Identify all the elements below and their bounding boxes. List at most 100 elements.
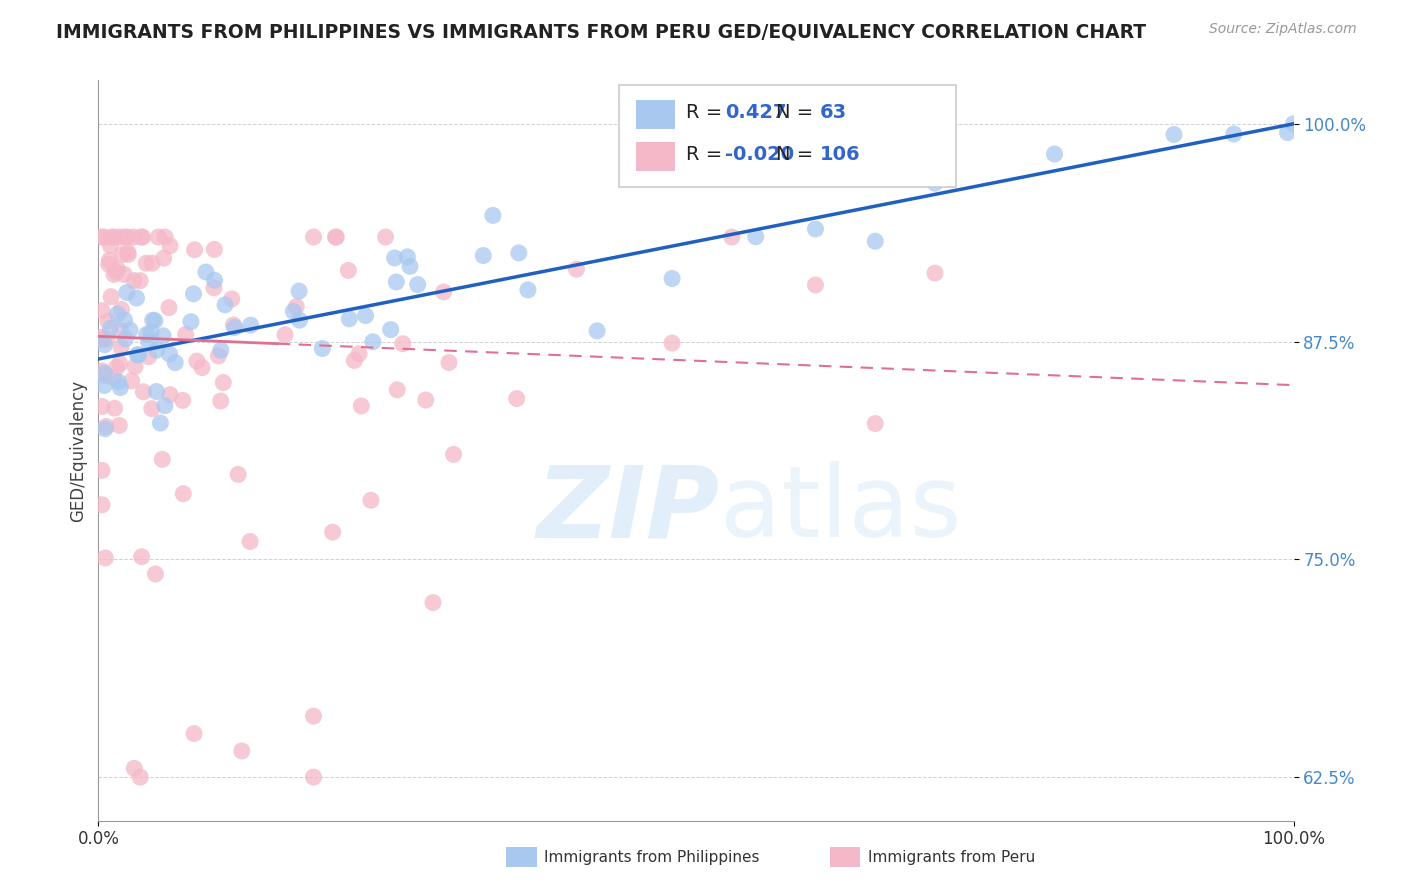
Point (93, 378, 115, 392)
Point (288, 284, 311, 298)
Point (322, 525, 344, 540)
Point (159, 387, 181, 401)
Point (110, 340, 132, 354)
Point (96, 419, 118, 434)
Point (1277, 126, 1299, 140)
Point (172, 393, 194, 408)
Point (285, 300, 308, 314)
Point (157, 301, 180, 315)
Point (115, 230, 138, 244)
Point (165, 356, 187, 370)
Point (98, 253, 121, 268)
Point (110, 324, 132, 338)
Point (172, 487, 194, 501)
Point (148, 230, 170, 244)
Point (337, 311, 360, 326)
Point (97, 314, 120, 328)
Point (125, 291, 148, 305)
Point (661, 271, 683, 285)
Point (129, 770, 152, 784)
Text: Source: ZipAtlas.com: Source: ZipAtlas.com (1209, 22, 1357, 37)
Point (121, 374, 143, 388)
Text: ZIP: ZIP (537, 461, 720, 558)
Point (183, 726, 205, 740)
Point (399, 260, 422, 274)
Point (103, 230, 125, 244)
Point (100, 321, 122, 335)
Point (239, 318, 262, 332)
Point (114, 313, 136, 327)
Point (354, 309, 377, 323)
Point (385, 275, 408, 289)
Point (302, 770, 325, 784)
Point (143, 313, 166, 327)
Point (721, 230, 744, 244)
Point (128, 348, 150, 362)
Point (565, 262, 588, 277)
Point (111, 247, 134, 261)
Point (443, 447, 465, 461)
Point (93, 337, 115, 351)
Text: IMMIGRANTS FROM PHILIPPINES VS IMMIGRANTS FROM PERU GED/EQUIVALENCY CORRELATION : IMMIGRANTS FROM PHILIPPINES VS IMMIGRANT… (56, 22, 1146, 41)
Point (212, 376, 235, 390)
Point (274, 327, 297, 342)
Point (91, 400, 114, 414)
Text: R =: R = (686, 103, 728, 122)
Point (804, 222, 827, 236)
Point (350, 399, 373, 413)
Point (506, 392, 529, 406)
Point (422, 596, 444, 610)
Point (224, 320, 246, 334)
Point (142, 313, 165, 327)
Point (337, 263, 360, 277)
Point (311, 342, 333, 356)
Point (516, 283, 538, 297)
Point (924, 176, 946, 190)
Point (302, 230, 325, 244)
Point (124, 274, 146, 288)
Point (110, 302, 132, 317)
Point (103, 268, 125, 282)
Point (437, 355, 460, 369)
Point (391, 336, 413, 351)
Point (152, 251, 174, 265)
Point (107, 307, 129, 321)
Point (661, 336, 683, 351)
Point (138, 335, 160, 350)
Text: atlas: atlas (720, 461, 962, 558)
Point (209, 394, 232, 409)
Point (325, 230, 347, 244)
Point (91, 303, 114, 318)
Point (115, 285, 138, 300)
Point (145, 343, 167, 358)
Point (396, 250, 419, 264)
Text: N =: N = (776, 103, 820, 122)
Point (221, 292, 243, 306)
Point (96, 332, 118, 346)
Point (122, 230, 145, 244)
Point (124, 359, 146, 374)
Point (153, 230, 176, 244)
Point (472, 248, 495, 262)
Point (105, 360, 128, 375)
Point (93, 368, 115, 383)
Point (114, 332, 136, 346)
Point (214, 298, 236, 312)
Point (183, 286, 205, 301)
Point (865, 417, 887, 431)
Point (100, 230, 122, 244)
Point (108, 357, 131, 371)
Point (112, 268, 135, 282)
Point (1223, 127, 1246, 141)
Text: R =: R = (686, 145, 728, 164)
Point (302, 709, 325, 723)
Point (191, 360, 214, 375)
Point (283, 304, 305, 318)
Point (482, 209, 505, 223)
Text: Immigrants from Philippines: Immigrants from Philippines (544, 850, 759, 864)
Point (1163, 128, 1185, 142)
Point (100, 290, 122, 304)
Point (114, 230, 136, 244)
Point (202, 243, 225, 257)
Point (93, 230, 115, 244)
